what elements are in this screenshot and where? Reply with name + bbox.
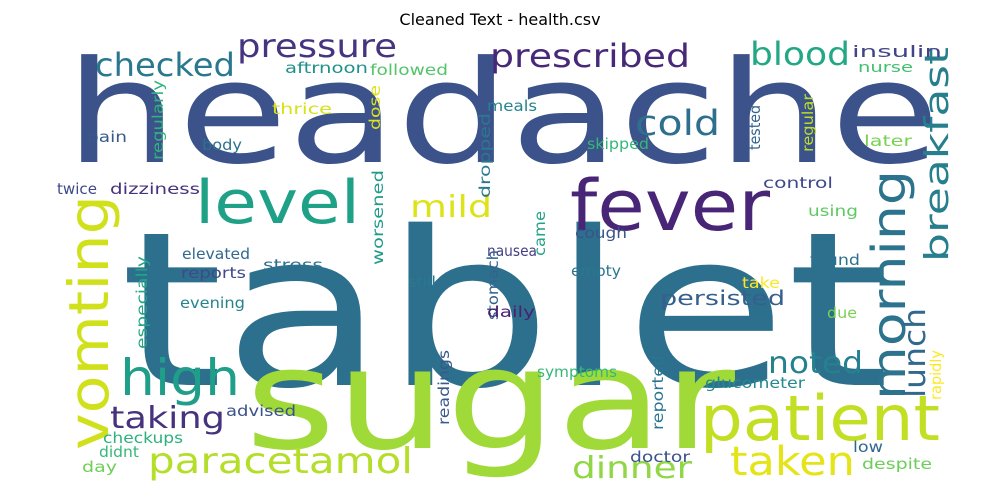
word-evening: evening [180, 294, 245, 312]
word-especially: especially [133, 256, 151, 349]
word-twice: twice [57, 180, 97, 198]
word-due: due [827, 304, 857, 322]
word-using: using [808, 202, 858, 220]
word-taking: taking [110, 401, 225, 436]
word-doctor: doctor [630, 448, 691, 466]
word-day: day [82, 458, 117, 476]
word-blood: blood [750, 35, 850, 73]
word-advised: advised [226, 402, 296, 420]
word-regularly: regularly [149, 80, 167, 160]
word-pain: pain [87, 128, 127, 146]
word-mild: mild [410, 190, 492, 225]
word-checked: checked [95, 46, 235, 84]
word-persisted: persisted [660, 286, 785, 310]
word-didnt: didnt [99, 443, 139, 461]
word-low: low [853, 438, 883, 456]
word-pressure: pressure [237, 27, 397, 65]
word-morning: morning [862, 170, 916, 400]
word-aftrnoon: aftrnoon [285, 59, 368, 77]
word-found: found [810, 251, 860, 269]
word-cough: cough [575, 224, 627, 242]
word-fever: fever [570, 165, 770, 247]
word-followed: followed [370, 61, 448, 79]
word-sugar: sugar [245, 319, 736, 482]
word-insulin: insulin [852, 42, 942, 61]
word-thrice: thrice [272, 100, 332, 118]
chart-title: Cleaned Text - health.csv [399, 10, 601, 29]
word-meals: meals [487, 97, 537, 115]
word-skipped: skipped [587, 135, 649, 153]
word-still: still [408, 273, 436, 291]
word-came: came [531, 211, 549, 256]
word-nurse: nurse [858, 60, 913, 76]
word-cold: cold [635, 104, 720, 144]
word-glucometer: glucometer [705, 374, 806, 392]
word-daily: daily [487, 303, 535, 321]
word-taken: taken [730, 439, 855, 485]
word-level: level [195, 168, 360, 238]
word-dinner: dinner [572, 451, 693, 486]
word-dose: dose [366, 85, 384, 130]
word-paracetamol: paracetamol [148, 441, 413, 482]
word-elevated: elevated [182, 245, 250, 263]
word-control: control [763, 174, 833, 192]
word-stomach: stomach [484, 250, 502, 320]
word-headache: headache [65, 31, 940, 196]
word-worsened: worsened [369, 170, 387, 265]
word-rapidly: rapidly [927, 350, 945, 400]
word-regular: regular [799, 93, 817, 152]
word-reported: reported [649, 355, 667, 430]
word-noted: noted [768, 346, 863, 381]
word-take: take [742, 274, 780, 292]
word-reports: reports [181, 264, 246, 282]
word-body: body [202, 136, 242, 154]
word-high: high [120, 349, 240, 407]
word-tested: tested [746, 105, 764, 150]
word-empty: empty [571, 262, 621, 280]
word-dizziness: dizziness [110, 180, 200, 198]
word-stress: stress [263, 256, 323, 274]
word-breakfast: breakfast [917, 47, 956, 262]
word-readings: readings [435, 350, 453, 425]
word-checkups: checkups [103, 429, 183, 447]
word-patient: patient [700, 382, 940, 455]
word-vomting: vomting [57, 195, 121, 450]
word-lunch: lunch [898, 308, 933, 398]
word-dropped: dropped [476, 113, 494, 198]
word-despite: despite [862, 455, 932, 473]
word-prescribed: prescribed [490, 37, 690, 75]
word-symptoms: symptoms [537, 363, 617, 381]
word-nausea: nausea [487, 242, 537, 260]
word-tablet: tablet [120, 185, 890, 436]
word-later: later [864, 132, 913, 150]
